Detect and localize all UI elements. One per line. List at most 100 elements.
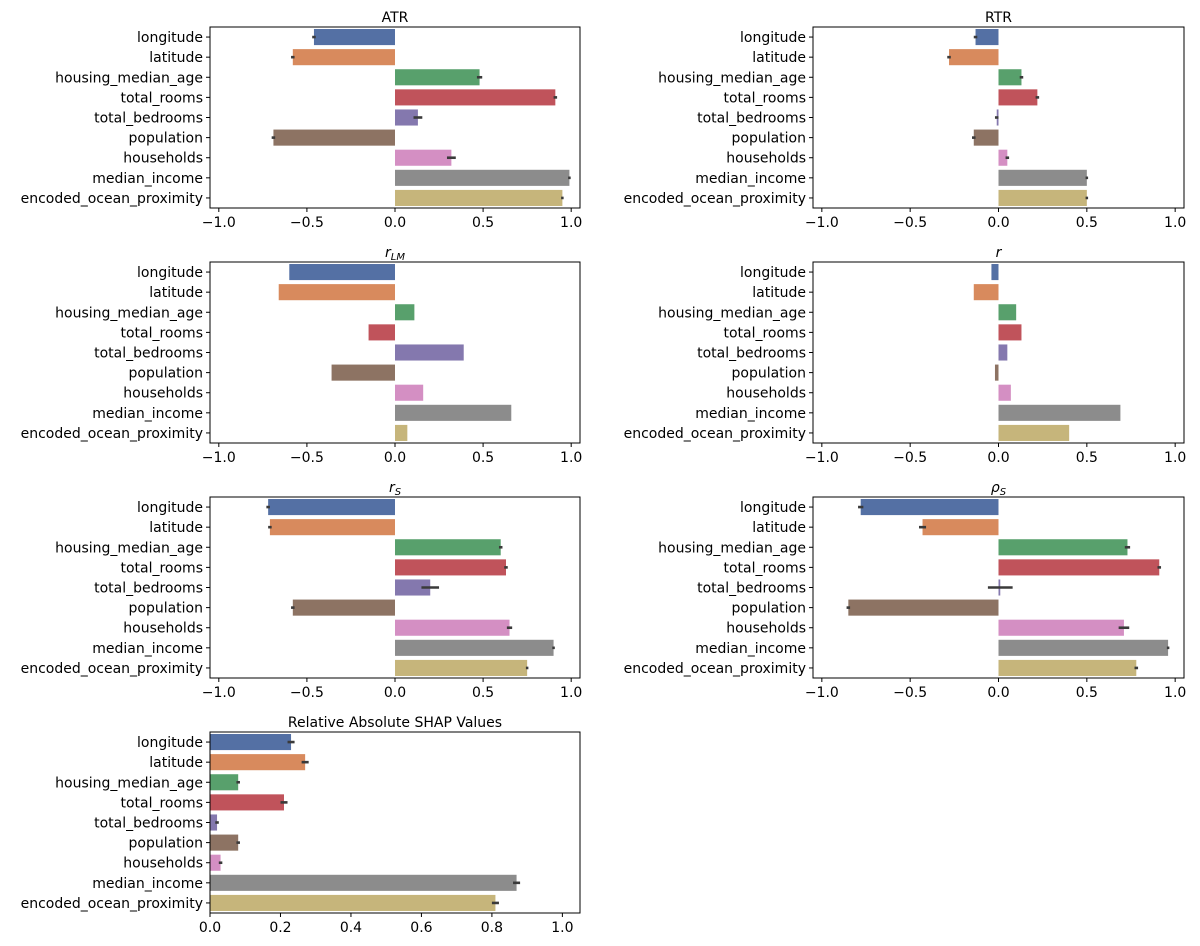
y-tick-label-population: population	[129, 366, 204, 382]
y-tick-label-latitude: latitude	[149, 285, 203, 301]
y-tick-label-housing_median_age: housing_median_age	[658, 305, 806, 321]
x-tick-label: 0.0	[384, 685, 406, 701]
y-tick-label-latitude: latitude	[149, 755, 203, 771]
x-tick-label: 0.4	[340, 920, 362, 936]
x-tick-label: −0.5	[893, 215, 927, 231]
bar-total_bedrooms	[395, 109, 418, 126]
bar-median_income	[210, 874, 517, 891]
y-tick-label-latitude: latitude	[752, 520, 806, 536]
y-tick-label-households: households	[123, 856, 203, 872]
x-tick-label: −1.0	[202, 685, 236, 701]
bar-households	[395, 384, 424, 401]
chart-title: r	[996, 245, 1003, 261]
x-tick-label: −1.0	[202, 215, 236, 231]
x-tick-label: 0.0	[199, 920, 221, 936]
bar-longitude	[268, 499, 395, 516]
y-tick-label-median_income: median_income	[92, 171, 203, 187]
y-tick-label-population: population	[732, 601, 807, 617]
bar-longitude	[991, 264, 999, 281]
chart-panel-6: longitude latitude housing_median_agetotal…	[624, 480, 1187, 701]
y-tick-label-households: households	[726, 621, 806, 637]
bar-population	[973, 129, 999, 146]
bar-total_rooms	[998, 559, 1160, 576]
bar-housing_median_age	[998, 304, 1017, 321]
x-tick-label: −1.0	[805, 215, 839, 231]
x-tick-label: −1.0	[805, 685, 839, 701]
y-tick-label-median_income: median_income	[695, 406, 806, 422]
x-tick-label: 1.0	[1164, 215, 1186, 231]
bar-latitude	[949, 49, 999, 66]
x-tick-label: 1.0	[560, 215, 582, 231]
x-tick-label: −0.5	[290, 450, 324, 466]
y-tick-label-households: households	[726, 386, 806, 402]
y-tick-label-housing_median_age: housing_median_age	[55, 70, 203, 86]
y-tick-label-encoded_ocean_proximity: encoded_ocean_proximity	[21, 426, 203, 442]
bar-population	[273, 129, 395, 146]
bar-encoded_ocean_proximity	[998, 189, 1087, 206]
chart-panel-2: longitude latitude housing_median_agetotal…	[624, 10, 1187, 231]
y-tick-label-latitude: latitude	[149, 520, 203, 536]
bar-median_income	[395, 639, 554, 656]
y-tick-label-population: population	[129, 836, 204, 852]
x-tick-label: 0.5	[1076, 685, 1098, 701]
x-tick-label: 0.0	[987, 685, 1009, 701]
bar-total_rooms	[210, 794, 284, 811]
bar-housing_median_age	[998, 539, 1128, 556]
bar-housing_median_age	[210, 774, 239, 791]
x-tick-label: 0.5	[472, 215, 494, 231]
x-tick-label: −0.5	[893, 450, 927, 466]
bar-population	[292, 599, 395, 616]
x-tick-label: 0.5	[1076, 215, 1098, 231]
y-tick-label-latitude: latitude	[752, 50, 806, 66]
bar-total_rooms	[998, 324, 1022, 341]
x-tick-label: 1.0	[560, 450, 582, 466]
bar-encoded_ocean_proximity	[998, 424, 1070, 441]
bar-total_bedrooms	[998, 344, 1008, 361]
y-tick-label-encoded_ocean_proximity: encoded_ocean_proximity	[21, 896, 203, 912]
bar-encoded_ocean_proximity	[210, 894, 496, 911]
bar-latitude	[973, 284, 999, 301]
y-tick-label-households: households	[123, 386, 203, 402]
bar-encoded_ocean_proximity	[395, 189, 563, 206]
y-tick-label-encoded_ocean_proximity: encoded_ocean_proximity	[624, 191, 806, 207]
y-tick-label-total_rooms: total_rooms	[120, 795, 203, 811]
y-tick-label-total_rooms: total_rooms	[120, 325, 203, 341]
chart-panel-5: longitude latitude housing_median_agetotal…	[21, 480, 583, 701]
y-tick-label-total_rooms: total_rooms	[120, 560, 203, 576]
chart-title: rLM	[385, 245, 405, 263]
x-tick-label: −1.0	[805, 450, 839, 466]
x-tick-label: 0.6	[410, 920, 432, 936]
bar-population	[994, 364, 999, 381]
bar-total_rooms	[395, 559, 506, 576]
y-tick-label-median_income: median_income	[695, 171, 806, 187]
y-tick-label-total_bedrooms: total_bedrooms	[94, 346, 203, 362]
y-tick-label-population: population	[129, 601, 204, 617]
y-tick-label-longitude: longitude	[740, 265, 806, 281]
y-tick-label-population: population	[732, 131, 807, 147]
y-tick-label-total_rooms: total_rooms	[723, 325, 806, 341]
y-tick-label-encoded_ocean_proximity: encoded_ocean_proximity	[21, 661, 203, 677]
x-tick-label: 1.0	[1164, 450, 1186, 466]
y-tick-label-housing_median_age: housing_median_age	[55, 775, 203, 791]
y-tick-label-households: households	[123, 621, 203, 637]
x-tick-label: 0.0	[384, 215, 406, 231]
y-tick-label-median_income: median_income	[92, 876, 203, 892]
chart-title: RTR	[985, 10, 1012, 26]
y-tick-label-total_bedrooms: total_bedrooms	[697, 581, 806, 597]
y-tick-label-latitude: latitude	[149, 50, 203, 66]
y-tick-label-total_rooms: total_rooms	[723, 90, 806, 106]
y-tick-label-total_bedrooms: total_bedrooms	[94, 111, 203, 127]
bar-housing_median_age	[998, 69, 1022, 86]
bar-latitude	[210, 754, 306, 771]
x-tick-label: 0.0	[987, 450, 1009, 466]
x-tick-label: 0.5	[1076, 450, 1098, 466]
x-tick-label: 0.0	[384, 450, 406, 466]
x-tick-label: −0.5	[290, 215, 324, 231]
x-tick-label: −1.0	[202, 450, 236, 466]
y-tick-label-housing_median_age: housing_median_age	[55, 540, 203, 556]
y-tick-label-total_bedrooms: total_bedrooms	[94, 581, 203, 597]
bar-total_rooms	[395, 89, 556, 106]
bar-longitude	[860, 499, 999, 516]
bar-median_income	[395, 404, 512, 421]
